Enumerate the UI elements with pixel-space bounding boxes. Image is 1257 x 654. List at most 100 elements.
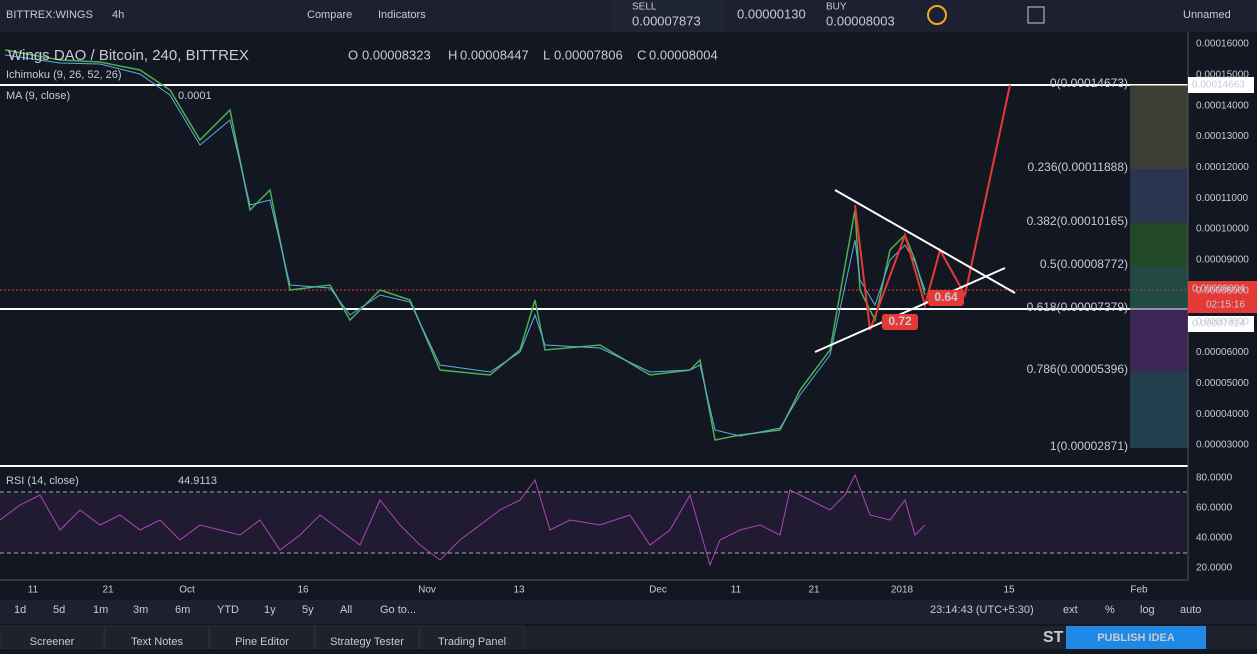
rsi-value: 44.9113 <box>178 475 217 487</box>
range-button[interactable]: 6m <box>175 604 190 616</box>
range-button[interactable]: 5d <box>53 604 65 616</box>
compare-button[interactable]: Compare <box>307 9 352 21</box>
price-badge-text: 0.00014663 <box>1192 80 1245 91</box>
price-tick-label: 0.00006000 <box>1196 347 1249 358</box>
time-tick-label: Feb <box>1130 585 1148 596</box>
price-tick-label: 0.00016000 <box>1196 39 1249 50</box>
price-badge <box>1188 316 1254 332</box>
projection <box>854 84 1011 331</box>
time-tick-label: 11 <box>731 585 742 596</box>
price-path <box>4 49 926 441</box>
axis-option[interactable]: auto <box>1180 604 1201 616</box>
ohlc-value: 0.00008004 <box>649 47 718 62</box>
rsi-tick-label: 20.0000 <box>1196 563 1233 574</box>
range-bar <box>0 600 1257 624</box>
interval[interactable]: 4h <box>112 9 124 21</box>
indicators-button[interactable]: Indicators <box>378 9 426 21</box>
fib-band <box>1130 169 1188 223</box>
fib-label: 0.786(0.00005396) <box>1027 362 1128 376</box>
chart-title: Wings DAO / Bitcoin, 240, BITTREX <box>8 47 249 64</box>
buy-price[interactable]: 0.00008003 <box>826 13 895 28</box>
symbol[interactable]: BITTREX:WINGS <box>6 9 93 21</box>
time-tick-label: 13 <box>513 585 525 596</box>
fib-label: 0(0.00014673) <box>1050 76 1128 90</box>
fib-band <box>1130 371 1188 448</box>
axis-option[interactable]: ext <box>1063 604 1078 616</box>
axis-option[interactable]: % <box>1105 604 1115 616</box>
ohlc-label: H <box>448 47 457 62</box>
footer-tab-label: Trading Panel <box>438 636 506 648</box>
layout-name[interactable]: Unnamed <box>1183 9 1231 21</box>
price-tick-label: 0.00015000 <box>1196 69 1249 80</box>
sell-label: SELL <box>632 2 657 13</box>
color-icon[interactable] <box>1027 6 1045 24</box>
rsi-tick-label: 80.0000 <box>1196 473 1233 484</box>
trendline <box>814 267 1006 353</box>
range-button[interactable]: 5y <box>302 604 314 616</box>
price-tick-label: 0.00014000 <box>1196 100 1249 111</box>
time-axis <box>0 580 1257 600</box>
range-button[interactable]: 1y <box>264 604 276 616</box>
time-tick-label: Dec <box>649 585 667 596</box>
footer-tab-label: Screener <box>30 636 75 648</box>
rsi-tick-label: 40.0000 <box>1196 533 1233 544</box>
fib-label: 0.618(0.00007379) <box>1027 300 1128 314</box>
time-tick-label: 2018 <box>891 585 914 596</box>
price-badge <box>1188 281 1257 313</box>
footer-tab-label: Pine Editor <box>235 636 289 648</box>
time-tick-label: Nov <box>418 585 436 596</box>
axis-option[interactable]: log <box>1140 604 1155 616</box>
range-button[interactable]: All <box>340 604 352 616</box>
rsi-path <box>0 473 926 567</box>
fib-label: 0.5(0.00008772) <box>1040 257 1128 271</box>
indicator-value: 0.0001 <box>178 90 212 102</box>
time-tick-label: 11 <box>28 585 39 596</box>
time-tick-label: Oct <box>179 585 195 596</box>
range-button[interactable]: Go to... <box>380 604 416 616</box>
annotation: 0.72 <box>888 314 912 328</box>
fib-band <box>1130 223 1188 266</box>
time-tick-label: 21 <box>102 585 114 596</box>
fib-label: 0.382(0.00010165) <box>1027 214 1128 228</box>
range-button[interactable]: 3m <box>133 604 148 616</box>
sell-price: 0.00007873 <box>632 13 701 28</box>
fib-label: 1(0.00002871) <box>1050 439 1128 453</box>
indicator-label: Ichimoku (9, 26, 52, 26) <box>6 69 122 81</box>
price-tick-label: 0.00011000 <box>1196 193 1249 204</box>
time-tick-label: 15 <box>1003 585 1015 596</box>
price-tick-label: 0.00004000 <box>1196 409 1249 420</box>
publish-button[interactable] <box>1066 626 1206 649</box>
range-button[interactable]: 1d <box>14 604 26 616</box>
ohlc-value: 0.00007806 <box>554 47 623 62</box>
ohlc-label: L <box>543 47 550 62</box>
footer-tab-label: Strategy Tester <box>330 636 404 648</box>
annotation: 0.64 <box>934 290 958 304</box>
rsi-band <box>0 492 1188 553</box>
clock: 23:14:43 (UTC+5:30) <box>930 604 1034 616</box>
spread: 0.00000130 <box>737 6 806 21</box>
price-tick-label: 0.00013000 <box>1196 131 1249 142</box>
price-tick-label: 0.00009000 <box>1196 255 1249 266</box>
time-tick-label: 21 <box>808 585 820 596</box>
ohlc-value: 0.00008447 <box>460 47 529 62</box>
ohlc-label: C <box>637 47 646 62</box>
price-tick-label: 0.00003000 <box>1196 440 1249 451</box>
price-tick-label: 0.00012000 <box>1196 162 1249 173</box>
info-icon[interactable] <box>927 5 947 25</box>
indicator-label: MA (9, close) <box>6 90 70 102</box>
ohlc-label: O <box>348 47 358 62</box>
fib-band <box>1130 85 1188 169</box>
time-tick-label: 16 <box>297 585 309 596</box>
price-badge-text: 0.00007414 <box>1192 319 1245 330</box>
ma-path <box>4 54 926 437</box>
ohlc-value: 0.00008323 <box>362 47 431 62</box>
price-badge <box>1188 77 1254 93</box>
rsi-tick-label: 60.0000 <box>1196 503 1233 514</box>
sell-box[interactable] <box>612 0 724 32</box>
range-button[interactable]: YTD <box>217 604 239 616</box>
fib-label: 0.236(0.00011888) <box>1027 160 1128 174</box>
footer-tab-label: Text Notes <box>131 636 183 648</box>
range-button[interactable]: 1m <box>93 604 108 616</box>
st-icon[interactable]: ST <box>1043 629 1064 646</box>
